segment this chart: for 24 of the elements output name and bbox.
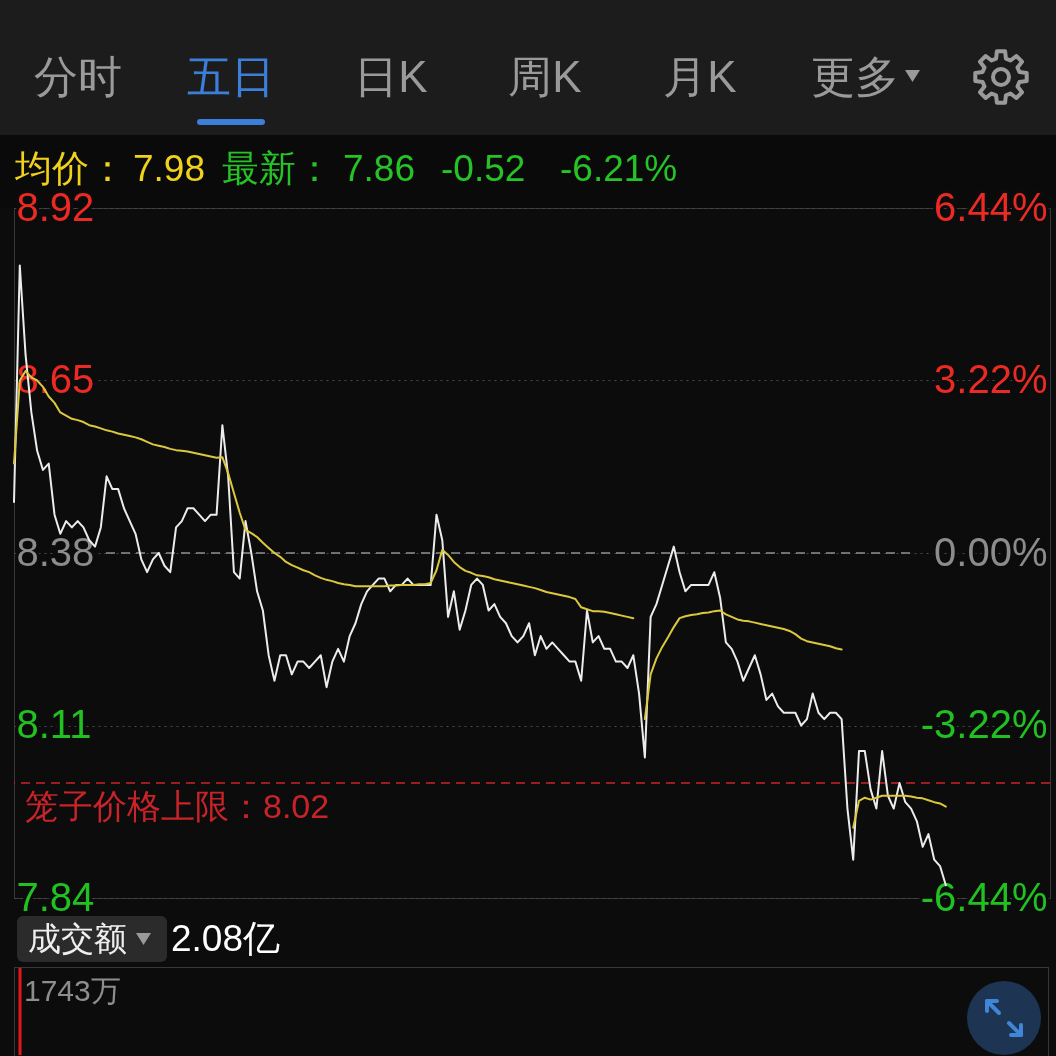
text: 五日 <box>187 51 275 103</box>
text: 更多 <box>811 51 899 103</box>
text: 均价： <box>15 147 126 191</box>
y2-tick-label: 0.00% <box>934 529 1048 574</box>
text: 7.86 <box>343 147 416 191</box>
y-tick-label: 7.84 <box>16 874 95 919</box>
y2-tick-label: -3.22% <box>920 702 1048 746</box>
ref-line-label: 笼子价格上限：8.02 <box>25 787 330 825</box>
text: -0.52 <box>441 147 526 191</box>
y2-tick-label: 6.44% <box>934 184 1048 229</box>
y2-tick-label: -6.44% <box>920 874 1048 919</box>
y2-tick-label: 3.22% <box>934 357 1048 401</box>
text: 月K <box>663 51 737 103</box>
y-tick-label: 8.38 <box>16 529 95 574</box>
text: 周K <box>508 51 582 103</box>
y-tick-label: 8.11 <box>16 702 92 746</box>
text: 7.98 <box>133 147 206 191</box>
text: 日K <box>354 51 428 103</box>
selector-field: 成交额 <box>17 916 167 962</box>
text: 最新： <box>222 147 333 191</box>
text: 1743万 <box>24 974 121 1007</box>
text: 分时 <box>34 51 122 103</box>
text: 2.08亿 <box>171 917 281 961</box>
text: -6.21% <box>560 147 678 191</box>
